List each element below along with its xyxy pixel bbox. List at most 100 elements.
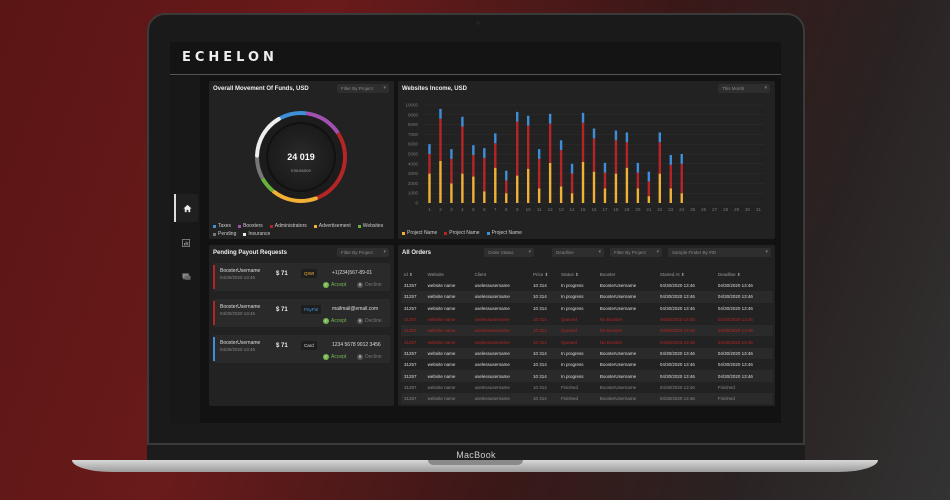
order-cell: uselessusername xyxy=(474,339,510,345)
accept-button[interactable]: ✓ Accept xyxy=(323,318,346,324)
bar-segment xyxy=(494,167,497,203)
order-cell: website name xyxy=(427,339,456,345)
payout-request-card: BoosterUsername 04/30/2020 13:46 $ 71 Card 1… xyxy=(213,335,390,363)
bar-segment xyxy=(592,128,596,139)
order-cell: Finished xyxy=(557,392,597,405)
income-legend-item: Project Name xyxy=(402,230,437,236)
income-legend-item: Project Name xyxy=(444,230,480,236)
x-tick-label: 5 xyxy=(472,207,475,212)
order-row[interactable]: 31257 website name uselessusername 10 314 Qu… xyxy=(401,336,773,347)
column-header[interactable]: Client xyxy=(474,272,487,277)
order-row[interactable]: 31257 website name uselessusername 10 314 In… xyxy=(401,291,773,303)
bar-segment xyxy=(559,140,563,151)
order-cell: No Booster xyxy=(596,325,657,337)
order-row[interactable]: 31257 website name uselessusername 10 314 In… xyxy=(401,370,773,382)
bar-segment xyxy=(526,168,530,203)
column-header[interactable]: Price ⬍ xyxy=(533,271,549,277)
accept-button[interactable]: ✓ Accept xyxy=(323,354,346,360)
column-header[interactable]: Status ⬍ xyxy=(560,271,579,277)
order-id-search-input[interactable]: Sample Finder By #ID xyxy=(668,248,771,257)
orders-table: Id ⬍ Website Client Price ⬍ Status ⬍ Booster S… xyxy=(401,269,773,405)
x-tick-label: 18 xyxy=(613,207,619,212)
order-row[interactable]: 31257 website name uselessusername 10 314 Qu… xyxy=(401,314,773,325)
app-logo[interactable]: ECHELON xyxy=(182,50,278,65)
legend-swatch xyxy=(357,224,361,228)
x-tick-label: 28 xyxy=(723,207,729,212)
y-tick-label: 4000 xyxy=(408,161,419,166)
order-row[interactable]: 31257 website name uselessusername 10 314 In… xyxy=(401,280,773,291)
funds-filter-dropdown[interactable]: Filter By Project xyxy=(337,84,389,93)
order-cell: 04/30/2020 13:46 xyxy=(714,291,773,303)
deadline-dropdown[interactable]: Deadline xyxy=(552,248,604,257)
order-row[interactable]: 31257 website name uselessusername 10 314 In… xyxy=(401,347,773,360)
bar-segment xyxy=(647,181,651,197)
order-cell: BoosterUsername xyxy=(596,347,657,360)
x-tick-label: 20 xyxy=(635,207,641,212)
bar-segment xyxy=(461,116,464,127)
x-tick-label: 29 xyxy=(734,207,740,212)
column-header[interactable]: Website xyxy=(427,272,444,277)
income-period-dropdown[interactable]: This Month xyxy=(718,84,770,93)
order-cell: 10 314 xyxy=(530,370,558,382)
bar-segment xyxy=(647,196,651,203)
order-row[interactable]: 31257 website name uselessusername 10 314 Fi… xyxy=(401,382,773,393)
accept-button[interactable]: ✓ Accept xyxy=(323,282,346,288)
donut-segment-websites xyxy=(261,177,274,192)
bar-segment xyxy=(570,173,574,194)
legend-swatch xyxy=(243,232,247,236)
order-row[interactable]: 31257 website name uselessusername 10 314 Qu… xyxy=(401,325,773,337)
column-header[interactable]: Id ⬍ xyxy=(404,271,413,277)
legend-swatch xyxy=(444,231,448,235)
bar-segment xyxy=(658,173,662,203)
decline-label: Decline xyxy=(365,282,382,288)
bar-segment xyxy=(669,164,672,189)
funds-legend-item: Pending xyxy=(213,231,236,237)
home-icon[interactable] xyxy=(174,194,198,222)
funds-panel: Overall Movement Of Funds, USD Filter By… xyxy=(209,81,394,239)
decline-button[interactable]: ✕ Decline xyxy=(357,354,382,360)
order-cell: 04/30/2020 13:46 xyxy=(659,283,695,289)
analytics-icon[interactable] xyxy=(174,229,198,257)
payouts-filter-dropdown[interactable]: Filter By Project xyxy=(337,248,389,257)
x-tick-label: 13 xyxy=(559,207,565,212)
column-header[interactable]: Booster xyxy=(599,272,616,277)
bar-segment xyxy=(614,130,618,141)
payout-amount: $ 71 xyxy=(276,307,288,313)
order-cell: 10 314 xyxy=(530,347,558,360)
order-cell: BoosterUsername xyxy=(596,392,657,405)
x-tick-label: 22 xyxy=(657,207,663,212)
bar-segment xyxy=(559,186,563,203)
order-cell: Finished xyxy=(717,384,735,390)
order-cell: 04/30/2020 13:46 xyxy=(659,362,695,368)
column-header[interactable]: Deadline ⬍ xyxy=(717,271,741,277)
payout-status-bar xyxy=(213,337,215,361)
decline-button[interactable]: ✕ Decline xyxy=(357,318,382,324)
order-cell: 10 314 xyxy=(530,325,558,337)
orders-title: All Orders xyxy=(402,250,432,256)
payout-date: 04/30/2020 13:46 xyxy=(220,347,256,352)
order-row[interactable]: 31257 website name uselessusername 10 314 Fi… xyxy=(401,392,773,405)
legend-swatch xyxy=(269,224,273,228)
x-tick-label: 12 xyxy=(548,207,554,212)
x-tick-label: 8 xyxy=(505,207,508,212)
legend-label: Project Name xyxy=(449,230,480,236)
x-tick-label: 4 xyxy=(461,207,464,212)
decline-button[interactable]: ✕ Decline xyxy=(357,282,382,288)
order-status-dropdown[interactable]: Order Status xyxy=(484,248,534,257)
check-icon: ✓ xyxy=(323,318,329,324)
orders-project-filter-dropdown[interactable]: Filter By Project xyxy=(610,248,662,257)
order-cell: BoosterUsername xyxy=(599,283,637,289)
bar-segment xyxy=(483,157,486,192)
order-cell: 04/30/2020 13:46 xyxy=(717,283,753,289)
bar-segment xyxy=(658,132,662,143)
messages-icon[interactable] xyxy=(174,263,198,291)
legend-label: Websites xyxy=(362,223,384,229)
order-cell: 31257 xyxy=(404,283,417,289)
bar-segment xyxy=(494,133,497,144)
order-row[interactable]: 31257 website name uselessusername 10 314 In… xyxy=(401,359,773,370)
legend-swatch xyxy=(238,224,242,228)
order-cell: 31257 xyxy=(401,325,425,337)
order-row[interactable]: 31257 website name uselessusername 10 314 In… xyxy=(401,303,773,314)
laptop-base xyxy=(72,460,878,472)
column-header[interactable]: Started At ⬍ xyxy=(659,271,685,277)
